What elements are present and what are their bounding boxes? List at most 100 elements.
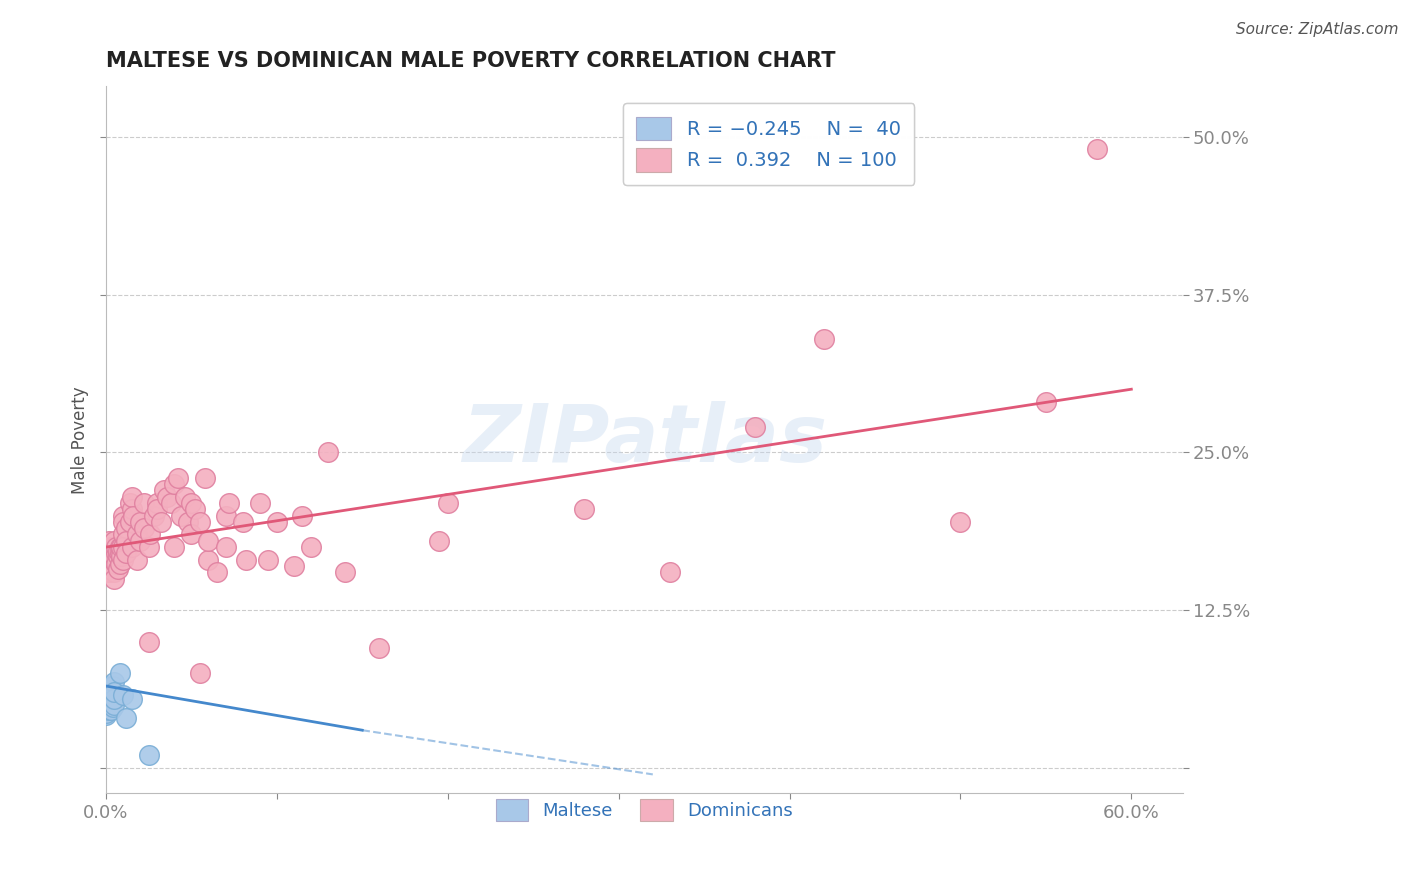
Point [170,508,193,523]
Point [813,332,835,346]
Point [139,527,162,541]
Point [744,420,766,434]
Point [142,508,165,523]
Point [107,549,129,563]
Point [266,515,288,529]
Point [108,540,131,554]
Point [94,706,117,720]
Point [197,552,219,566]
Point [103,698,125,712]
Point [115,710,138,724]
Point [100,698,122,712]
Point [101,559,124,574]
Point [132,521,155,535]
Point [103,685,125,699]
Point [283,559,305,574]
Point [125,527,148,541]
Point [105,557,128,571]
Point [100,546,122,560]
Point [107,544,129,558]
Point [115,533,138,548]
Point [129,533,152,548]
Point [111,688,134,702]
Point [658,566,681,580]
Point [94,708,117,723]
Point [197,533,219,548]
Y-axis label: Male Poverty: Male Poverty [72,386,89,493]
Point [100,557,122,571]
Point [132,496,155,510]
Point [100,561,122,575]
Point [98,533,121,548]
Point [163,477,186,491]
Point [335,566,357,580]
Point [100,693,122,707]
Point [97,685,120,699]
Point [100,703,122,717]
Point [98,549,121,563]
Point [121,540,143,554]
Point [94,679,117,693]
Point [94,681,117,696]
Point [101,679,124,693]
Legend: Maltese, Dominicans: Maltese, Dominicans [484,787,806,834]
Point [103,549,125,563]
Point [166,470,188,484]
Point [103,540,125,554]
Point [232,515,254,529]
Point [184,502,207,516]
Point [436,496,458,510]
Point [180,527,202,541]
Point [138,540,160,554]
Point [97,680,120,694]
Point [111,540,134,554]
Point [949,515,972,529]
Point [94,698,117,712]
Point [177,515,200,529]
Point [100,682,122,697]
Point [111,527,134,541]
Point [94,700,117,714]
Point [110,540,132,554]
Point [94,691,117,706]
Point [97,700,120,714]
Point [115,521,138,535]
Point [103,675,125,690]
Point [97,546,120,560]
Point [98,703,121,717]
Point [94,552,117,566]
Point [316,445,339,459]
Point [121,490,143,504]
Point [101,552,124,566]
Point [97,561,120,575]
Point [111,552,134,566]
Point [94,703,117,717]
Point [146,502,169,516]
Point [1085,142,1108,156]
Point [94,685,117,699]
Point [98,688,121,702]
Point [205,566,228,580]
Point [98,698,121,712]
Point [103,566,125,580]
Point [108,666,131,681]
Point [115,546,138,560]
Point [101,691,124,706]
Point [122,508,145,523]
Text: ZIPatlas: ZIPatlas [461,401,827,479]
Point [108,546,131,560]
Point [235,552,257,566]
Point [103,691,125,706]
Text: Source: ZipAtlas.com: Source: ZipAtlas.com [1236,22,1399,37]
Point [97,557,120,571]
Point [121,502,143,516]
Point [94,695,117,709]
Point [111,515,134,529]
Point [103,572,125,586]
Point [105,546,128,560]
Point [118,496,141,510]
Point [98,566,121,580]
Point [100,688,122,702]
Point [108,557,131,571]
Point [110,549,132,563]
